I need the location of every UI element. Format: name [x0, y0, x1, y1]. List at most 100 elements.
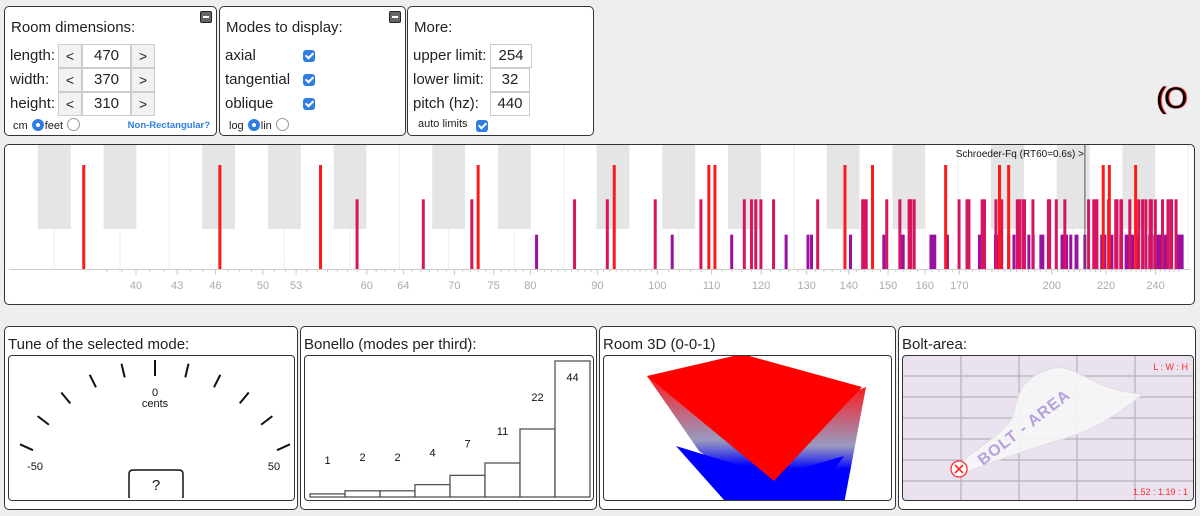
tangential-mode-bar: [983, 199, 987, 269]
axial-mode-bar: [218, 165, 222, 269]
auto-limits-checkbox[interactable]: [476, 120, 488, 132]
scale-lin-label: lin: [260, 120, 272, 132]
oblique-mode-bar: [1012, 234, 1016, 269]
unit-feet-label: feet: [44, 120, 64, 132]
scale-lin-radio[interactable]: [275, 118, 289, 131]
width-stepper: < 370 >: [58, 68, 155, 92]
oblique-mode-bar: [849, 234, 853, 269]
tangential-mode-bar: [1031, 199, 1035, 269]
tangential-mode-bar: [470, 199, 474, 269]
app-logo: (O: [1156, 82, 1187, 115]
scale-log-radio[interactable]: [247, 119, 260, 131]
minimize-button[interactable]: [389, 11, 401, 23]
tangential-mode-bar: [965, 199, 969, 269]
bonello-bar: [519, 428, 556, 498]
tangential-mode-bar: [1046, 199, 1050, 269]
height-input[interactable]: 310: [82, 92, 131, 116]
black-key: [497, 145, 531, 229]
axial-mode-bar: [843, 165, 847, 269]
oblique-mode-bar: [1065, 234, 1069, 269]
bonello-bar: [449, 474, 486, 498]
lower-limit-input[interactable]: 32: [490, 68, 530, 92]
tangential-mode-bar: [980, 199, 984, 269]
gauge-tick: [60, 391, 72, 405]
height-row: height:: [10, 92, 55, 116]
bolt-area-plot[interactable]: BOLT - AREA L : W : H 1.52 : 1.19 : 1: [902, 355, 1194, 501]
black-key: [1056, 145, 1090, 229]
bonello-bar-label: 11: [497, 426, 508, 438]
lower-limit-label: lower limit:: [413, 71, 484, 88]
tangential-mode-bar: [1087, 199, 1091, 269]
oblique-mode-bar: [1176, 234, 1180, 269]
height-increment-button[interactable]: >: [131, 92, 155, 116]
mode-tangential-label: tangential: [225, 71, 291, 88]
unit-selector: cm feet: [13, 118, 81, 132]
oblique-mode-bar: [1163, 234, 1167, 269]
pitch-input[interactable]: 440: [490, 92, 530, 116]
tangential-mode-bar: [1169, 199, 1173, 269]
tangential-mode-bar: [1148, 199, 1152, 269]
width-decrement-button[interactable]: <: [58, 68, 82, 92]
room3d-title: Room 3D (0-0-1): [603, 336, 716, 353]
tangential-mode-bar: [1054, 199, 1058, 269]
length-input[interactable]: 470: [82, 44, 131, 68]
tangential-mode-bar: [1137, 199, 1141, 269]
non-rectangular-link[interactable]: Non-Rectangular?: [127, 120, 210, 131]
x-tick-label: 53: [290, 280, 302, 292]
gauge-tick: [88, 374, 97, 388]
tangential-mode-bar: [907, 199, 911, 269]
height-decrement-button[interactable]: <: [58, 92, 82, 116]
tangential-mode-bar: [994, 199, 998, 269]
width-input[interactable]: 370: [82, 68, 131, 92]
x-tick-label: 64: [397, 280, 409, 292]
black-key: [826, 145, 860, 229]
upper-limit-input[interactable]: 254: [490, 44, 532, 68]
length-stepper: < 470 >: [58, 44, 155, 68]
minimize-button[interactable]: [200, 11, 212, 23]
axial-mode-bar: [319, 165, 323, 269]
tangential-mode-bar: [1144, 199, 1148, 269]
oblique-mode-bar: [1041, 234, 1045, 269]
unit-cm-radio[interactable]: [31, 119, 44, 131]
mode-axial-label: axial: [225, 47, 256, 64]
mode-spectrum-chart[interactable]: 40 43 46 50 53 60 64 70 75 80 90 100 110 120 130 140 150…: [5, 145, 1194, 304]
length-decrement-button[interactable]: <: [58, 44, 82, 68]
mode-spectrum-panel: 40 43 46 50 53 60 64 70 75 80 90 100 110 120 130 140 150…: [4, 144, 1195, 305]
bonello-bar-label: 2: [359, 452, 365, 464]
modes-panel: Modes to display: axial tangential obliq…: [219, 6, 406, 136]
gauge-tick: [184, 363, 190, 378]
unit-cm-label: cm: [13, 120, 28, 132]
unit-feet-radio[interactable]: [67, 118, 81, 131]
tangential-mode-bar: [912, 199, 916, 269]
length-increment-button[interactable]: >: [131, 44, 155, 68]
tangential-mode-bar: [772, 199, 776, 269]
black-key: [432, 145, 466, 229]
room-dimensions-panel: Room dimensions: length: width: height: …: [4, 6, 217, 136]
tangential-mode-bar: [699, 199, 703, 269]
bonello-bar-label: 2: [394, 452, 400, 464]
tangential-mode-bar: [754, 199, 758, 269]
bonello-bar: [484, 462, 521, 498]
oblique-mode-bar: [1124, 234, 1128, 269]
tangential-mode-bar: [1023, 199, 1027, 269]
width-increment-button[interactable]: >: [131, 68, 155, 92]
black-key: [37, 145, 71, 229]
x-tick-label: 170: [950, 280, 968, 292]
tangential-mode-bar: [909, 199, 913, 269]
bonello-bar: [344, 490, 381, 498]
tangential-mode-bar: [653, 199, 657, 269]
black-key: [662, 145, 696, 229]
gauge-tick: [120, 363, 126, 378]
black-key: [333, 145, 367, 229]
tangential-mode-bar: [573, 199, 577, 269]
bonello-title: Bonello (modes per third):: [304, 336, 477, 353]
mode-oblique-checkbox[interactable]: [303, 98, 315, 110]
mode-axial-checkbox[interactable]: [303, 50, 315, 62]
tangential-mode-bar: [1000, 199, 1004, 269]
x-tick-label: 120: [752, 280, 770, 292]
axial-mode-bar: [1134, 165, 1138, 269]
gauge-center-value: 0: [152, 387, 158, 399]
mode-tangential-checkbox[interactable]: [303, 74, 315, 86]
tangential-mode-bar: [1093, 199, 1097, 269]
room3d-view[interactable]: [603, 355, 892, 501]
